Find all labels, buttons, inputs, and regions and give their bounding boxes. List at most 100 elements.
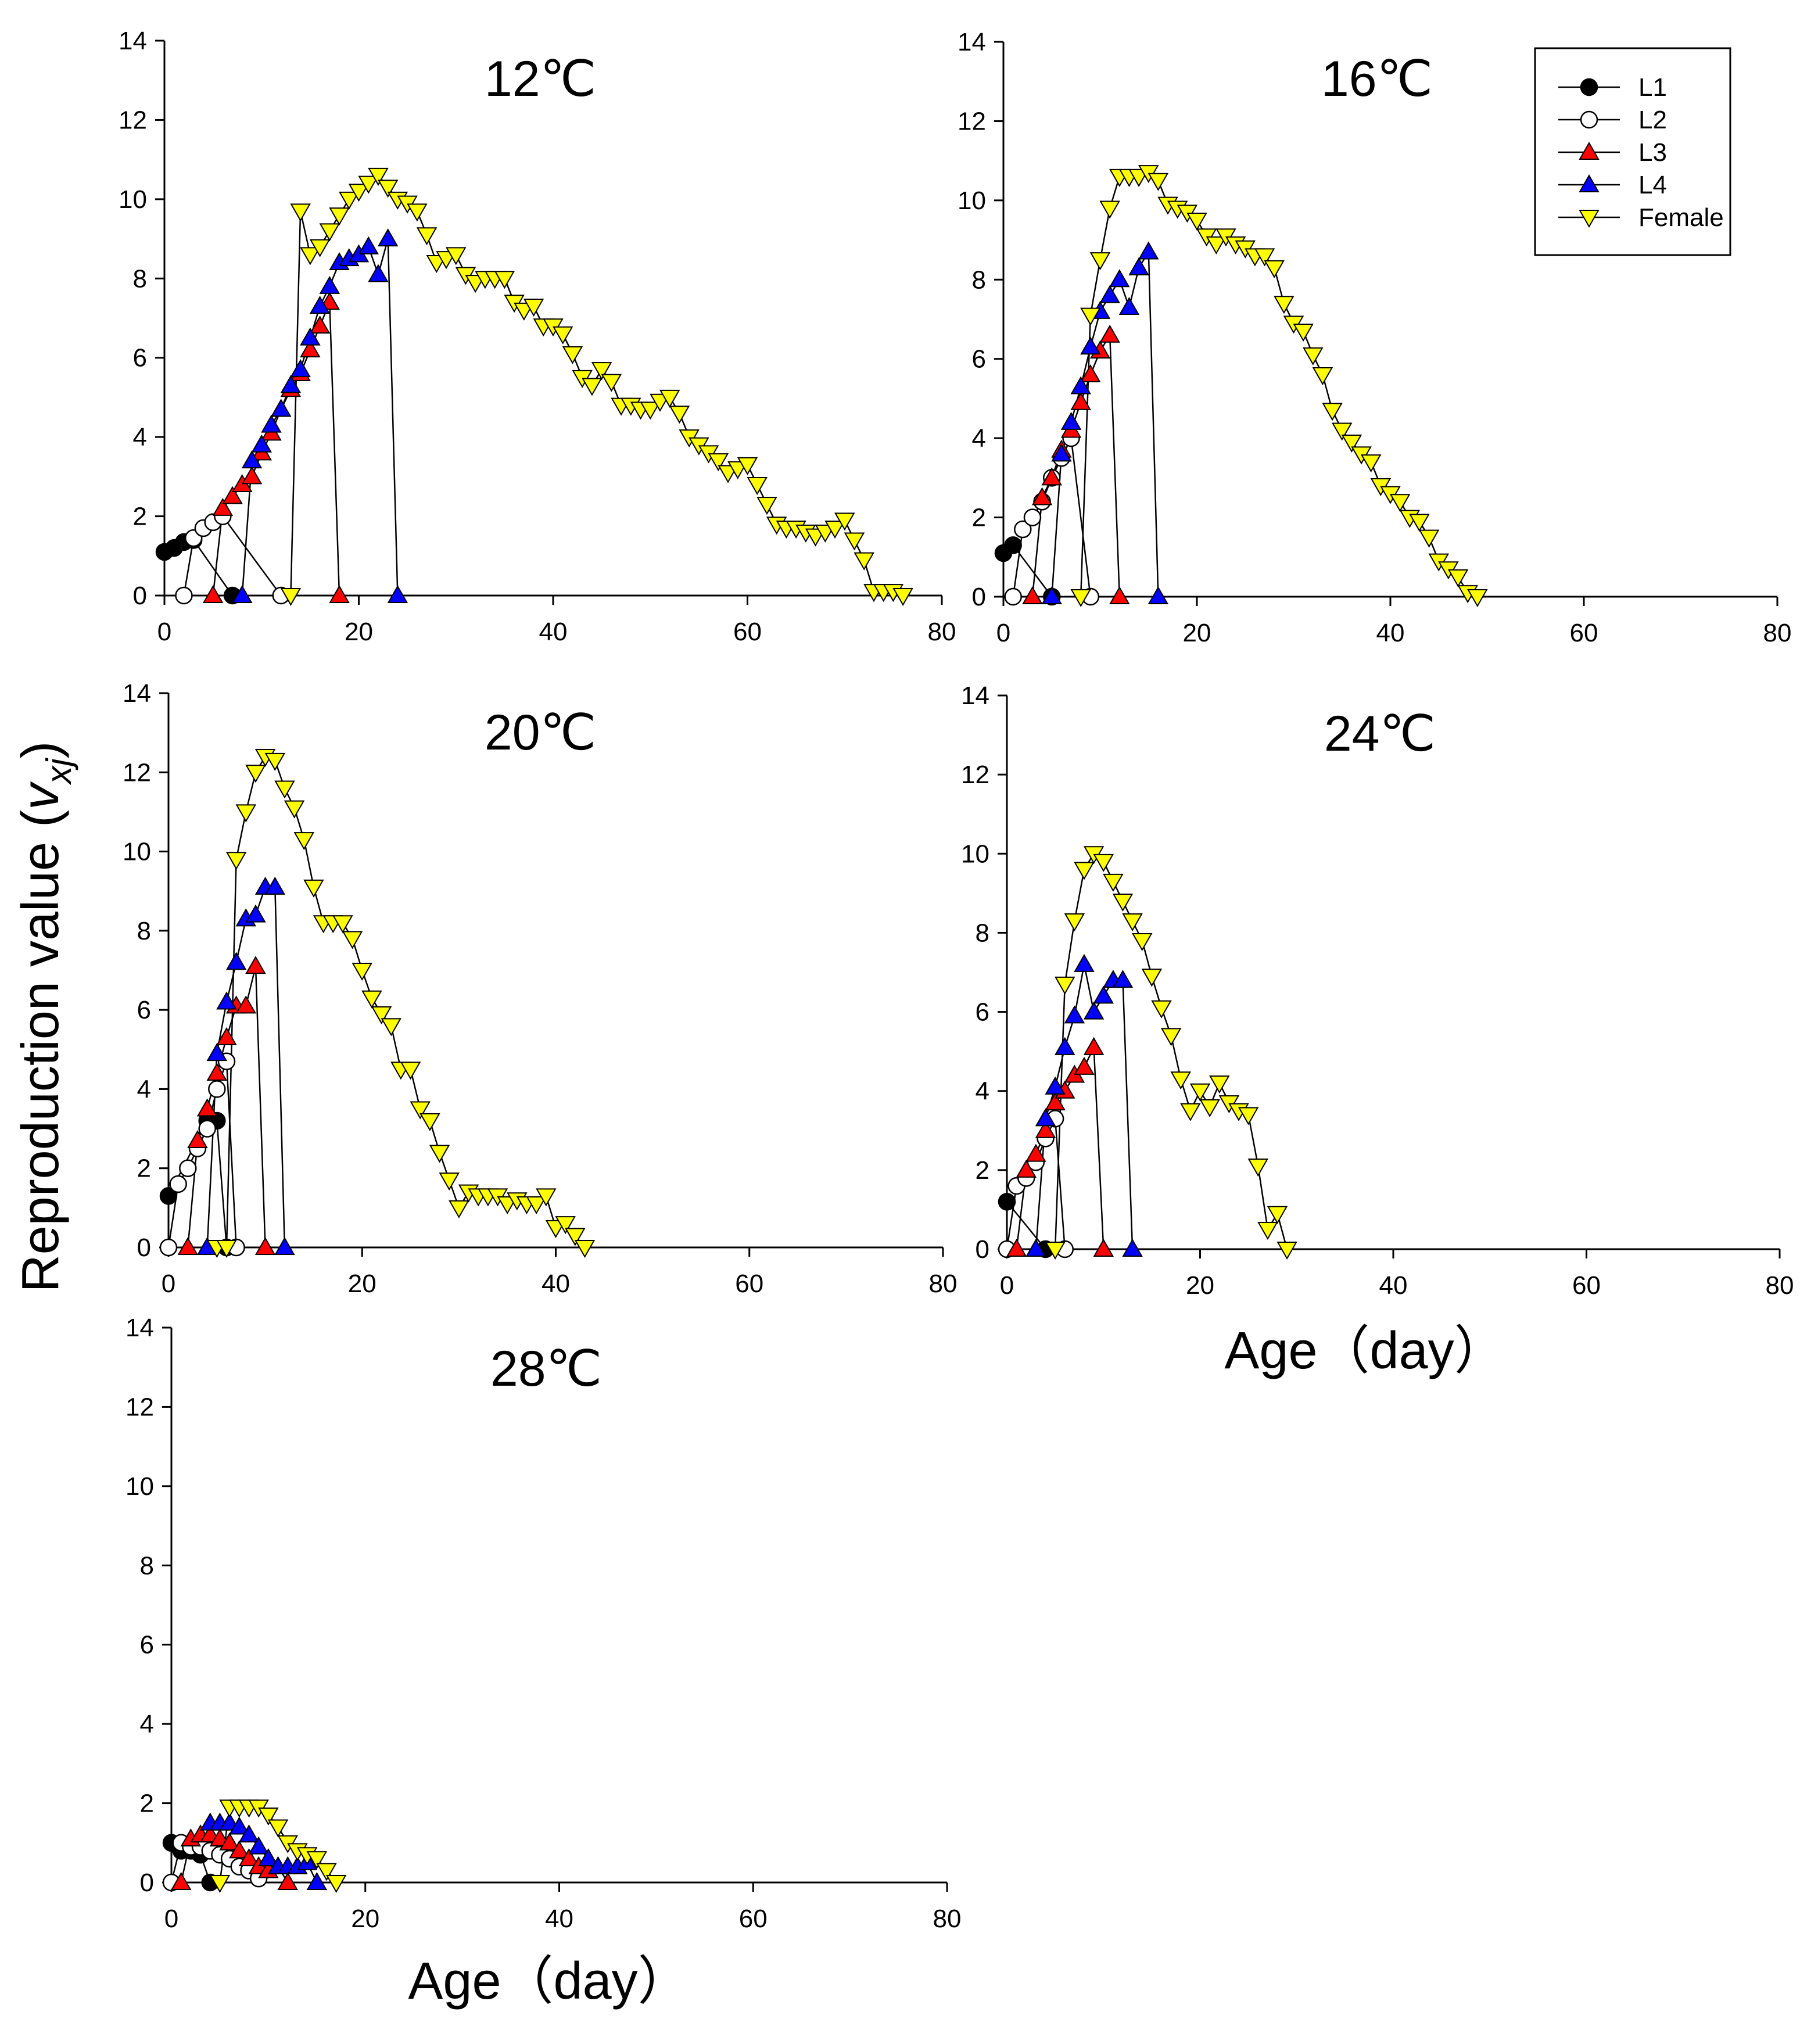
data-point-female [400, 1062, 421, 1080]
x-tick-label: 80 [1766, 1271, 1794, 1300]
data-point-female [407, 203, 428, 222]
x-tick-label: 60 [733, 618, 762, 646]
data-point-female [562, 346, 583, 364]
data-point-l3 [1022, 586, 1043, 604]
y-axis-title-sub: xj [40, 758, 78, 786]
data-point-l3 [1031, 487, 1053, 505]
legend-label-l4: L4 [1638, 171, 1667, 199]
data-point-female [1293, 323, 1314, 342]
data-point-female [284, 800, 305, 819]
data-point-l3 [235, 995, 257, 1014]
x-tick-label: 80 [929, 1270, 958, 1298]
y-tick-label: 4 [137, 1075, 151, 1103]
data-point-l3 [187, 1129, 208, 1149]
y-tick-label: 12 [961, 761, 989, 789]
data-point-l3 [1006, 1238, 1027, 1257]
y-tick-label: 12 [125, 1393, 154, 1421]
legend-marker-l1 [1580, 78, 1598, 96]
data-point-female [290, 203, 311, 222]
data-point-l3 [206, 1063, 228, 1081]
x-tick-label: 60 [739, 1905, 768, 1933]
x-tick-label: 0 [996, 619, 1010, 647]
data-point-l4 [387, 584, 408, 603]
y-tick-label: 8 [140, 1551, 154, 1580]
data-point-female [526, 1196, 547, 1215]
data-point-female [1322, 403, 1343, 421]
data-point-l3 [309, 315, 331, 334]
y-tick-label: 0 [133, 582, 147, 610]
x-tick-label: 20 [1183, 619, 1211, 647]
data-point-female [824, 521, 845, 539]
data-point-l4 [1041, 586, 1062, 604]
data-point-female [449, 1200, 469, 1218]
data-point-l3 [254, 1236, 276, 1255]
data-point-female [553, 326, 573, 345]
data-point-l3 [241, 466, 263, 485]
data-point-female [565, 1228, 586, 1246]
data-point-l4 [1074, 953, 1095, 972]
data-point-female [844, 532, 865, 551]
data-point-female [377, 180, 399, 198]
data-point-female [834, 512, 855, 531]
y-tick-label: 10 [123, 838, 151, 866]
data-point-female [1247, 1159, 1268, 1177]
data-point-l3 [216, 1027, 237, 1045]
y-tick-label: 2 [972, 504, 986, 532]
data-point-female [1447, 569, 1469, 587]
data-point-l4 [1083, 1001, 1105, 1020]
data-point-female [300, 247, 321, 266]
data-point-l2 [169, 1175, 187, 1193]
data-point-female [1409, 514, 1430, 532]
data-point-l4 [358, 236, 379, 254]
x-tick-label: 80 [928, 618, 956, 646]
legend-label-l1: L1 [1638, 73, 1667, 102]
x-tick-label: 20 [1186, 1271, 1214, 1300]
data-point-female [574, 1240, 596, 1258]
data-point-female [669, 406, 690, 424]
panel-20c: 0 2 4 6 8 10 12 14 0 20 40 60 80 20℃ [123, 679, 957, 1298]
data-point-female [1189, 1083, 1211, 1102]
data-point-l2 [208, 1080, 226, 1098]
data-point-l4 [245, 904, 266, 923]
y-tick-label: 6 [976, 998, 989, 1027]
series-line-l3 [1031, 332, 1121, 597]
data-point-female [280, 588, 302, 607]
data-point-l4 [309, 296, 331, 314]
data-point-female [258, 1808, 279, 1826]
data-point-female [536, 1188, 557, 1207]
data-point-female [708, 453, 729, 472]
panel-title: 16℃ [1321, 51, 1433, 107]
data-point-female [293, 832, 314, 851]
data-point-l4 [264, 876, 286, 895]
data-point-l4 [238, 1824, 260, 1843]
data-point-female [352, 963, 372, 981]
data-point-l3 [1025, 1143, 1046, 1162]
data-point-l4 [280, 375, 302, 393]
legend-marker-female [1579, 210, 1600, 228]
data-point-female [1099, 200, 1120, 219]
y-tick-label: 2 [133, 503, 147, 531]
data-point-l2 [1014, 520, 1032, 539]
data-point-l4 [1064, 1005, 1085, 1024]
data-point-l2 [198, 1120, 216, 1138]
data-point-l3 [202, 584, 224, 603]
x-tick-label: 80 [1763, 619, 1792, 647]
data-point-female [601, 374, 622, 392]
data-point-female [1199, 1099, 1220, 1117]
data-point-female [416, 227, 438, 246]
data-point-l4 [1109, 269, 1130, 288]
data-point-l3 [1074, 1056, 1095, 1075]
data-point-l3 [196, 1098, 218, 1117]
data-point-female [1467, 589, 1488, 608]
data-point-female [1089, 252, 1111, 271]
x-tick-label: 40 [1376, 619, 1405, 647]
y-tick-label: 14 [961, 682, 989, 710]
data-point-l3 [170, 1871, 192, 1890]
panel-title: 28℃ [490, 1341, 602, 1397]
data-point-l1 [159, 1187, 178, 1205]
y-tick-label: 8 [137, 917, 151, 945]
data-point-l4 [251, 434, 272, 453]
data-point-l4 [216, 991, 237, 1010]
data-point-l1 [998, 1193, 1016, 1211]
data-point-female [319, 223, 340, 242]
